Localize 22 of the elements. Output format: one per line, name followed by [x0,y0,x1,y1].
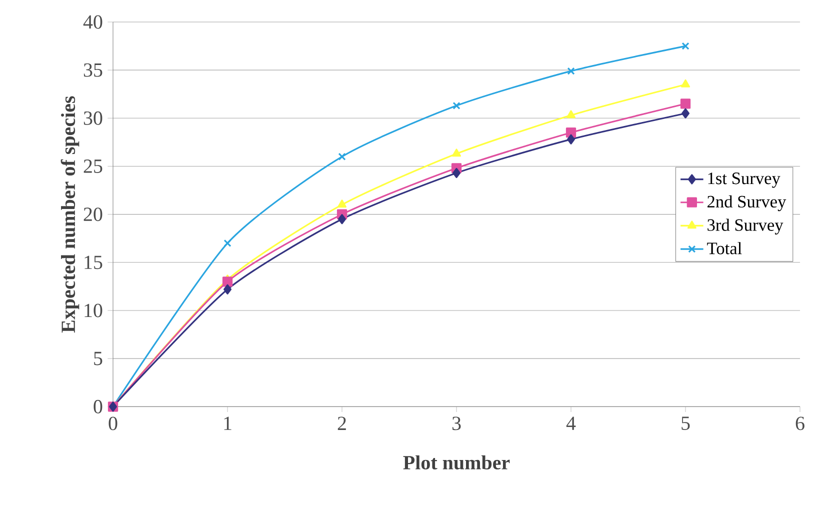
y-tick-label: 30 [84,111,102,125]
legend-label: 3rd Survey [708,218,784,234]
x-tick-label: 2 [338,416,346,430]
y-tick-label: 5 [94,352,102,366]
legend-label: 1st Survey [708,172,780,188]
y-tick-label: 15 [84,256,102,270]
x-axis-title: Plot number [403,455,510,470]
x-tick-label: 1 [224,416,232,430]
x-tick-label: 4 [566,416,576,430]
legend-label: 2nd Survey [708,195,786,212]
y-axis-title: Expected number of species [60,96,80,333]
x-tick-label: 5 [682,416,690,430]
y-tick-label: 20 [84,208,102,222]
legend-label: Total [707,242,742,254]
y-tick-label: 25 [84,160,102,173]
x-tick-label: 6 [796,416,804,430]
x-tick-label: 0 [108,416,118,430]
y-tick-label: 0 [94,400,102,414]
y-tick-label: 10 [84,304,102,318]
y-tick-label: 35 [84,63,102,77]
y-tick-label: 40 [83,15,102,29]
x-tick-label: 3 [452,416,461,430]
